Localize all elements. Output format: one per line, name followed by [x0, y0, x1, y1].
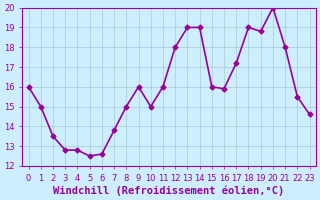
X-axis label: Windchill (Refroidissement éolien,°C): Windchill (Refroidissement éolien,°C)	[53, 185, 285, 196]
